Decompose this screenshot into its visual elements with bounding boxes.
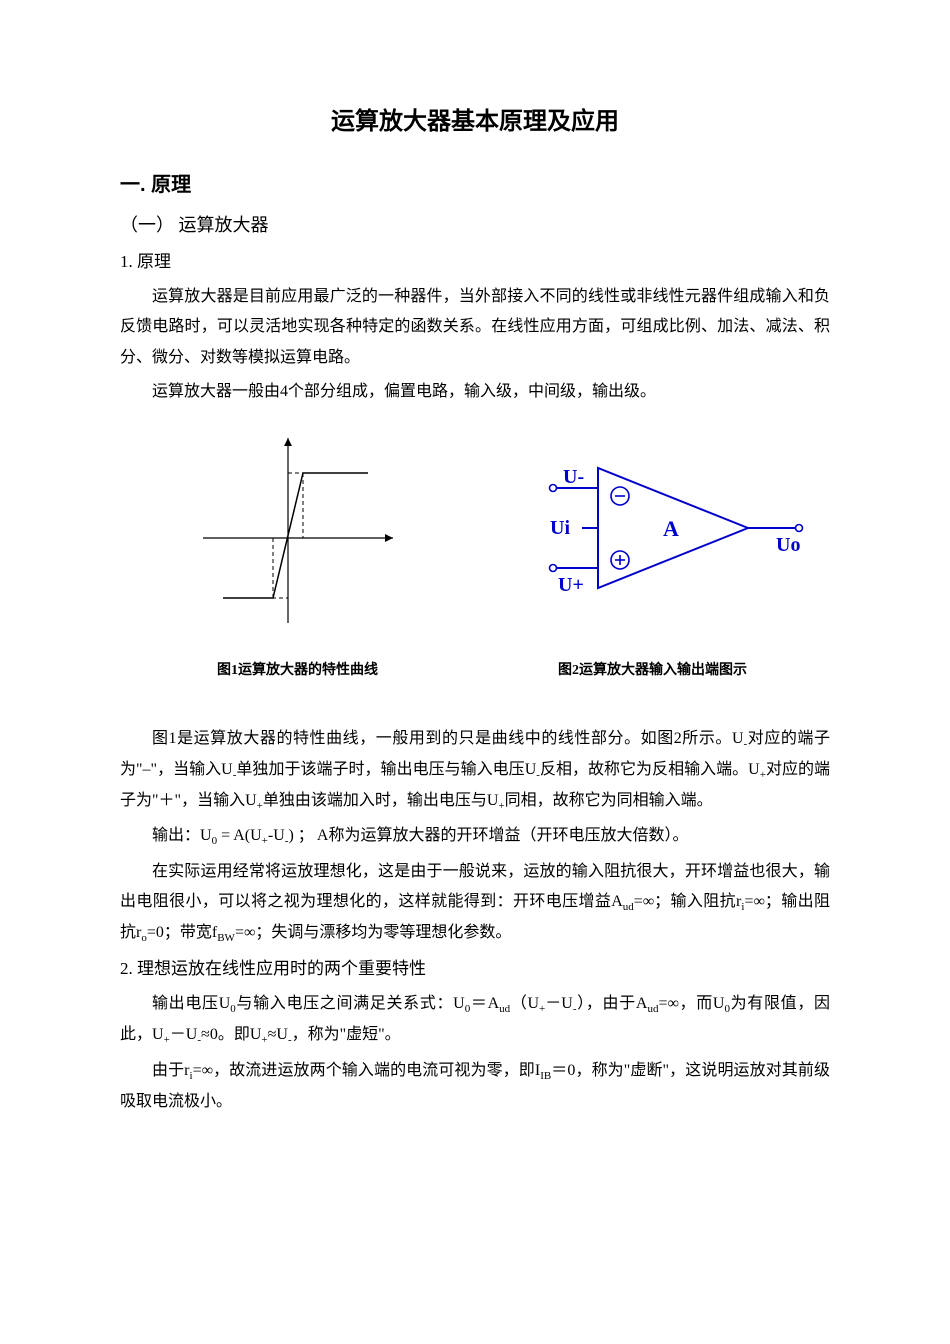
page-title: 运算放大器基本原理及应用: [120, 100, 830, 146]
caption-1: 图1运算放大器的特性曲线: [120, 658, 475, 685]
paragraph-5: 在实际运用经常将运放理想化，这是由于一般说来，运放的输入阻抗很大，开环增益也很大…: [120, 857, 830, 950]
heading-3-2: 2. 理想运放在线性应用时的两个重要特性: [120, 953, 830, 985]
figures-row: U- Ui U+ A Uo: [120, 428, 830, 628]
heading-3-1: 1. 原理: [120, 246, 830, 278]
figure-1: [120, 428, 475, 628]
heading-1: 一. 原理: [120, 166, 830, 204]
paragraph-1: 运算放大器是目前应用最广泛的一种器件，当外部接入不同的线性或非线性元器件组成输入…: [120, 282, 830, 373]
caption-2: 图2运算放大器输入输出端图示: [475, 658, 830, 685]
label-uo: Uo: [776, 534, 800, 556]
paragraph-6: 输出电压U0与输入电压之间满足关系式：U0＝Aud（U+－U-），由于Aud=∞…: [120, 989, 830, 1051]
label-ui: Ui: [550, 517, 570, 539]
figure-2: U- Ui U+ A Uo: [475, 428, 830, 628]
heading-2: （一） 运算放大器: [120, 208, 830, 242]
captions-row: 图1运算放大器的特性曲线 图2运算放大器输入输出端图示: [120, 658, 830, 685]
opamp-symbol-svg: U- Ui U+ A Uo: [498, 448, 808, 608]
label-u-minus: U-: [563, 466, 584, 488]
paragraph-2: 运算放大器一般由4个部分组成，偏置电路，输入级，中间级，输出级。: [120, 377, 830, 407]
paragraph-3: 图1是运算放大器的特性曲线，一般用到的只是曲线中的线性部分。如图2所示。U-对应…: [120, 724, 830, 817]
label-a: A: [663, 516, 679, 541]
transfer-curve-svg: [193, 428, 403, 628]
paragraph-4-output-formula: 输出：U0 = A(U+-U-) ； A称为运算放大器的开环增益（开环电压放大倍…: [120, 821, 830, 852]
label-u-plus: U+: [558, 574, 584, 596]
paragraph-7: 由于ri=∞，故流进运放两个输入端的电流可视为零，即IIB＝0，称为"虚断"，这…: [120, 1056, 830, 1117]
